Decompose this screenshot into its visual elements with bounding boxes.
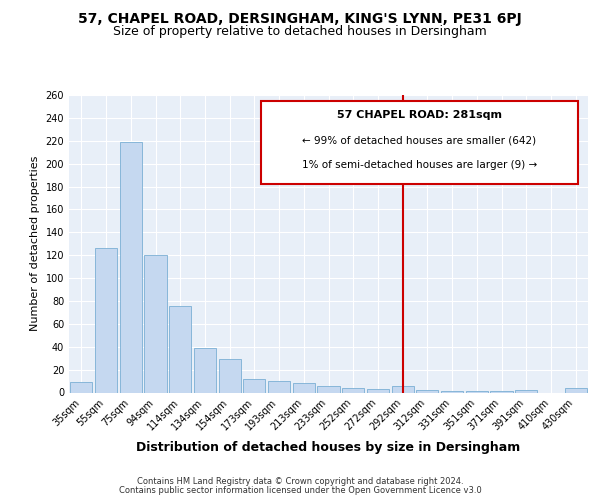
Bar [145,255,167,392]
Text: 57 CHAPEL ROAD: 281sqm: 57 CHAPEL ROAD: 281sqm [337,110,502,120]
Bar [119,142,142,393]
X-axis label: Distribution of detached houses by size in Dersingham: Distribution of detached houses by size … [136,440,521,454]
Bar [268,381,290,392]
Text: Size of property relative to detached houses in Dersingham: Size of property relative to detached ho… [113,25,487,38]
Bar [367,389,389,392]
Bar [342,388,364,392]
Bar [515,390,538,392]
Bar [169,306,191,392]
Bar [293,384,315,392]
Text: 1% of semi-detached houses are larger (9) →: 1% of semi-detached houses are larger (9… [302,160,537,170]
Bar [243,379,265,392]
Y-axis label: Number of detached properties: Number of detached properties [30,156,40,332]
Text: Contains public sector information licensed under the Open Government Licence v3: Contains public sector information licen… [119,486,481,495]
Text: 57, CHAPEL ROAD, DERSINGHAM, KING'S LYNN, PE31 6PJ: 57, CHAPEL ROAD, DERSINGHAM, KING'S LYNN… [78,12,522,26]
Bar [317,386,340,392]
Text: Contains HM Land Registry data © Crown copyright and database right 2024.: Contains HM Land Registry data © Crown c… [137,477,463,486]
Bar [416,390,439,392]
Text: ← 99% of detached houses are smaller (642): ← 99% of detached houses are smaller (64… [302,135,536,145]
Bar [565,388,587,392]
Bar [392,386,414,392]
Bar [194,348,216,393]
Bar [95,248,117,392]
Bar [70,382,92,392]
Bar [218,360,241,392]
FancyBboxPatch shape [261,101,578,184]
